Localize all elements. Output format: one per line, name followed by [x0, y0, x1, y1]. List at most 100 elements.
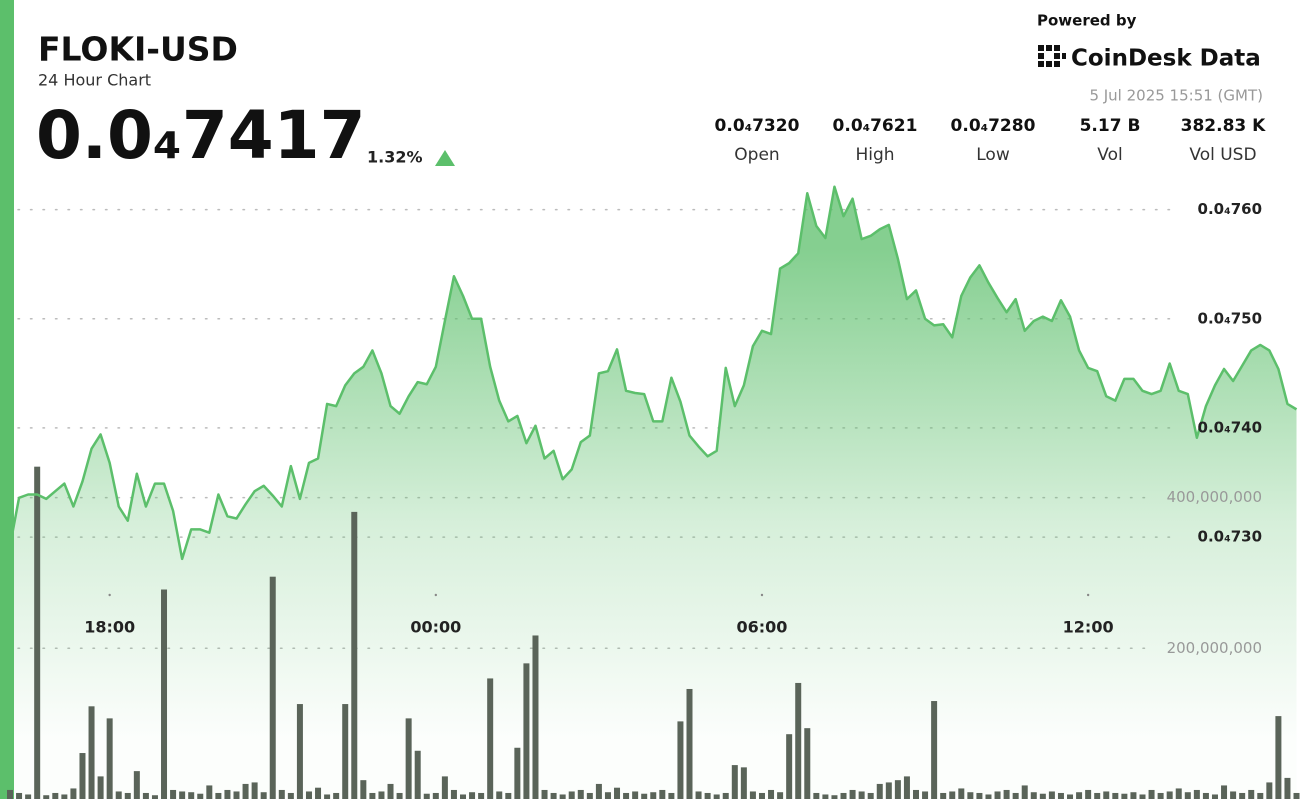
volume-bar [460, 794, 466, 799]
volume-bar [441, 776, 448, 799]
volume-bar [278, 789, 285, 799]
volume-bar [1266, 782, 1273, 799]
volume-bar [822, 794, 829, 799]
volume-bar [1057, 792, 1064, 799]
volume-bar [97, 776, 104, 799]
volume-bar [858, 791, 865, 799]
volume-bar [1175, 788, 1182, 799]
volume-bar [731, 765, 738, 799]
y-tick-label: 0.0₄740 [1198, 418, 1262, 436]
brand: CoinDesk Data [1071, 46, 1261, 72]
x-tick-label: 00:00 [410, 618, 461, 637]
volume-bar [432, 792, 439, 799]
volume-bar [269, 576, 276, 799]
volume-bar [668, 792, 675, 799]
volume-bar [514, 747, 521, 799]
volume-bar [188, 792, 195, 799]
y-tick-label: 0.0₄760 [1198, 200, 1262, 218]
stat-value: 382.83 K [1181, 116, 1267, 136]
stat-value: 0.0₄7320 [715, 116, 800, 136]
volume-bar [79, 753, 86, 799]
volume-bar [224, 789, 231, 799]
volume-bar [296, 704, 303, 799]
volume-bar [885, 782, 892, 799]
volume-bar [251, 782, 258, 799]
x-tick [434, 593, 438, 597]
volume-bar [387, 783, 394, 799]
volume-bar [151, 795, 158, 799]
volume-bar [1021, 785, 1028, 799]
volume-bar [541, 789, 548, 799]
y2-tick-label: 200,000,000 [1167, 639, 1262, 657]
volume-bar [287, 792, 294, 799]
volume-bar [1030, 792, 1037, 799]
volume-bar [1094, 792, 1101, 799]
volume-bar [623, 792, 630, 799]
volume-bar [1202, 792, 1209, 799]
x-tick [108, 593, 111, 597]
volume-bar [179, 791, 186, 799]
volume-bar [487, 678, 494, 799]
volume-bar [876, 783, 883, 799]
brand-logo [1038, 45, 1066, 67]
volume-bar [1166, 791, 1173, 799]
volume-bar [161, 589, 168, 799]
volume-bar [958, 788, 965, 799]
volume-bar [1221, 785, 1228, 799]
change: 1.32% [367, 148, 423, 167]
volume-bar [1067, 794, 1074, 799]
volume-bar [604, 792, 611, 799]
volume-bar [1076, 792, 1083, 799]
volume-bar [242, 783, 249, 799]
stat-value: 0.0₄7280 [951, 116, 1036, 136]
volume-bar [1085, 789, 1092, 799]
volume-bar [360, 780, 367, 799]
volume-bar [1048, 791, 1055, 799]
volume-bar [324, 794, 331, 799]
volume-bar [369, 792, 376, 799]
volume-bar [34, 466, 41, 799]
volume-bar [777, 792, 784, 799]
stat-label: Vol USD [1189, 145, 1256, 165]
volume-bar [641, 793, 648, 799]
volume-bar [568, 791, 575, 799]
x-tick-label: 18:00 [84, 618, 135, 637]
chart-title: FLOKI-USD [38, 30, 238, 69]
x-tick-label: 06:00 [737, 618, 788, 637]
volume-bar [315, 787, 322, 799]
volume-bar [88, 706, 95, 799]
area-fill [10, 186, 1297, 799]
stat-label: Low [976, 145, 1010, 165]
stat-label: Vol [1097, 145, 1122, 165]
volume-bar [1148, 789, 1155, 799]
volume-bar [133, 771, 140, 799]
volume-bar [1293, 792, 1300, 799]
volume-bar [342, 704, 349, 799]
volume-bar [1230, 791, 1237, 799]
volume-bar [695, 791, 702, 799]
powered-by: Powered by [1037, 12, 1137, 30]
volume-bar [840, 792, 847, 799]
volume-bar [1275, 716, 1282, 799]
volume-bar [1039, 793, 1046, 799]
y-tick-label: 0.0₄730 [1198, 528, 1262, 546]
volume-bar [786, 734, 793, 799]
volume-bar [940, 792, 947, 799]
volume-bar [7, 789, 13, 799]
price-line [8, 185, 1298, 561]
volume-bar [949, 791, 956, 799]
volume-bar [1139, 794, 1146, 799]
volume-bar [831, 795, 838, 799]
volume-bar [994, 791, 1001, 799]
volume-bar [722, 792, 729, 799]
volume-bar [849, 789, 856, 799]
volume-bar [496, 791, 503, 799]
volume-bar [804, 728, 811, 799]
volume-bar [233, 791, 240, 799]
volume-bar [985, 794, 992, 799]
x-tick [1086, 593, 1090, 597]
volume-bar [749, 791, 756, 799]
volume-bar [550, 792, 557, 799]
volume-bar [16, 792, 23, 799]
volume-bar [976, 792, 983, 799]
